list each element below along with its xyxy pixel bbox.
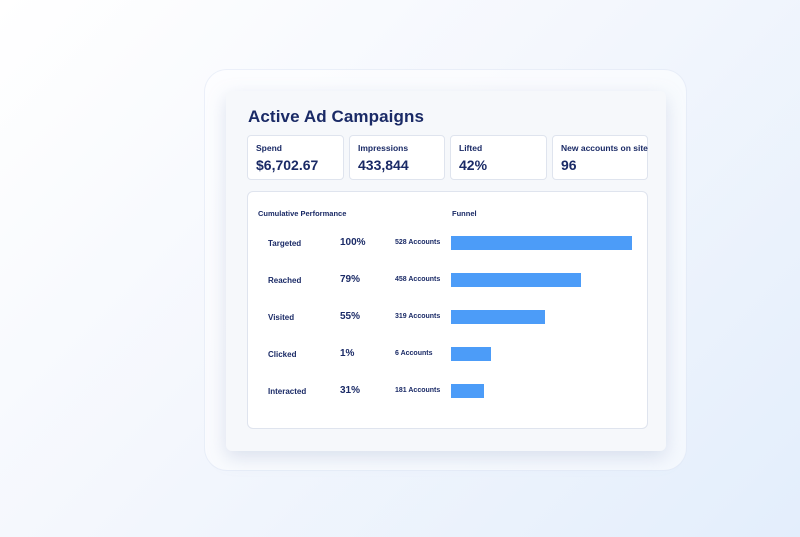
- performance-heading: Cumulative Performance: [258, 209, 347, 218]
- funnel-bar: [451, 384, 484, 398]
- funnel-stage-accounts: 181 Accounts: [395, 387, 441, 394]
- funnel-stage-percent: 100%: [340, 237, 366, 248]
- funnel-stage-percent: 31%: [340, 385, 361, 396]
- funnel-row-visited[interactable]: Visited 55% 319 Accounts: [248, 310, 649, 326]
- stat-value: 433,844: [358, 157, 409, 173]
- stat-card-impressions[interactable]: Impressions 433,844: [349, 135, 445, 180]
- stat-value: $6,702.67: [256, 157, 319, 173]
- funnel-bar: [451, 273, 582, 287]
- funnel-bar-track: [451, 236, 632, 250]
- funnel-stage-name: Targeted: [268, 239, 302, 248]
- funnel-bar: [451, 236, 632, 250]
- stat-value: 96: [561, 157, 577, 173]
- funnel-stage-name: Interacted: [268, 387, 307, 396]
- funnel-stage-percent: 79%: [340, 274, 361, 285]
- funnel-stage-accounts: 458 Accounts: [395, 276, 441, 283]
- stat-label: Impressions: [358, 143, 409, 153]
- campaigns-panel: Active Ad Campaigns Spend $6,702.67 Impr…: [226, 91, 666, 451]
- stat-label: Spend: [256, 143, 282, 153]
- stat-card-lifted[interactable]: Lifted 42%: [450, 135, 547, 180]
- funnel-stage-percent: 1%: [340, 348, 355, 359]
- funnel-row-interacted[interactable]: Interacted 31% 181 Accounts: [248, 384, 649, 400]
- stat-card-spend[interactable]: Spend $6,702.67: [247, 135, 344, 180]
- stat-label: Lifted: [459, 143, 483, 153]
- funnel-stage-accounts: 319 Accounts: [395, 313, 441, 320]
- funnel-stage-accounts: 6 Accounts: [395, 350, 433, 357]
- funnel-row-clicked[interactable]: Clicked 1% 6 Accounts: [248, 347, 649, 363]
- funnel-row-targeted[interactable]: Targeted 100% 528 Accounts: [248, 236, 649, 252]
- funnel-bar: [451, 310, 546, 324]
- funnel-bar-track: [451, 347, 632, 361]
- funnel-bar-track: [451, 310, 632, 324]
- page-title: Active Ad Campaigns: [248, 107, 425, 126]
- stat-label: New accounts on site: [561, 143, 648, 153]
- stat-card-new-accounts[interactable]: New accounts on site 96: [552, 135, 648, 180]
- funnel-stage-name: Visited: [268, 313, 295, 322]
- funnel-heading: Funnel: [452, 209, 477, 218]
- funnel-stage-accounts: 528 Accounts: [395, 239, 441, 246]
- funnel-bar-track: [451, 384, 632, 398]
- cumulative-performance-card: Cumulative Performance Funnel Targeted 1…: [247, 191, 648, 429]
- funnel-row-reached[interactable]: Reached 79% 458 Accounts: [248, 273, 649, 289]
- funnel-stage-name: Clicked: [268, 350, 297, 359]
- funnel-stage-name: Reached: [268, 276, 302, 285]
- funnel-bar: [451, 347, 491, 361]
- funnel-stage-percent: 55%: [340, 311, 361, 322]
- funnel-bar-track: [451, 273, 632, 287]
- stat-value: 42%: [459, 157, 488, 173]
